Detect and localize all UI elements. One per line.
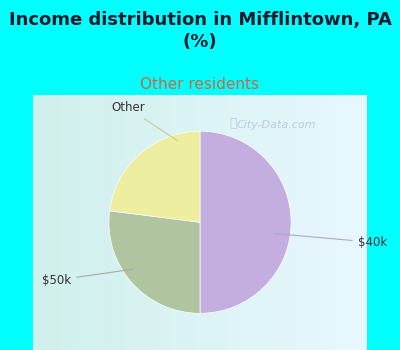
- Wedge shape: [110, 131, 200, 222]
- Text: $50k: $50k: [42, 269, 133, 287]
- Wedge shape: [109, 211, 200, 313]
- Text: Income distribution in Mifflintown, PA
(%): Income distribution in Mifflintown, PA (…: [8, 10, 392, 51]
- Text: Other: Other: [111, 102, 178, 141]
- Text: ⓘ: ⓘ: [230, 117, 237, 131]
- Wedge shape: [200, 131, 291, 313]
- Text: Other residents: Other residents: [140, 77, 260, 92]
- Text: City-Data.com: City-Data.com: [237, 120, 316, 130]
- Text: $40k: $40k: [275, 233, 387, 249]
